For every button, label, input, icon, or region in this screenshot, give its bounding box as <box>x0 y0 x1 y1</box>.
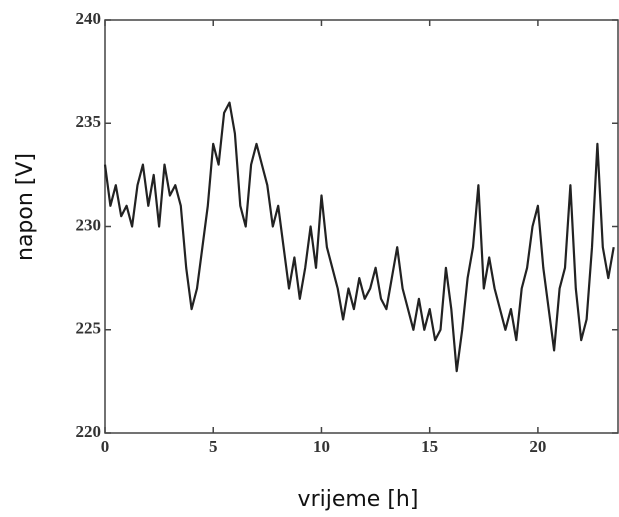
y-tick-label: 220 <box>76 422 102 441</box>
y-axis-label: napon [V] <box>13 153 38 261</box>
x-tick-label: 20 <box>529 437 546 456</box>
x-tick-label: 0 <box>101 437 110 456</box>
y-tick-label: 225 <box>76 319 102 338</box>
y-tick-label: 235 <box>76 112 102 131</box>
x-tick-label: 5 <box>209 437 218 456</box>
data-line <box>103 101 615 373</box>
x-tick-label: 10 <box>313 437 330 456</box>
x-axis-label: vrijeme [h] <box>298 487 419 512</box>
x-tick-label: 15 <box>421 437 438 456</box>
y-tick-label: 230 <box>76 215 102 234</box>
y-tick-label: 240 <box>76 9 102 28</box>
